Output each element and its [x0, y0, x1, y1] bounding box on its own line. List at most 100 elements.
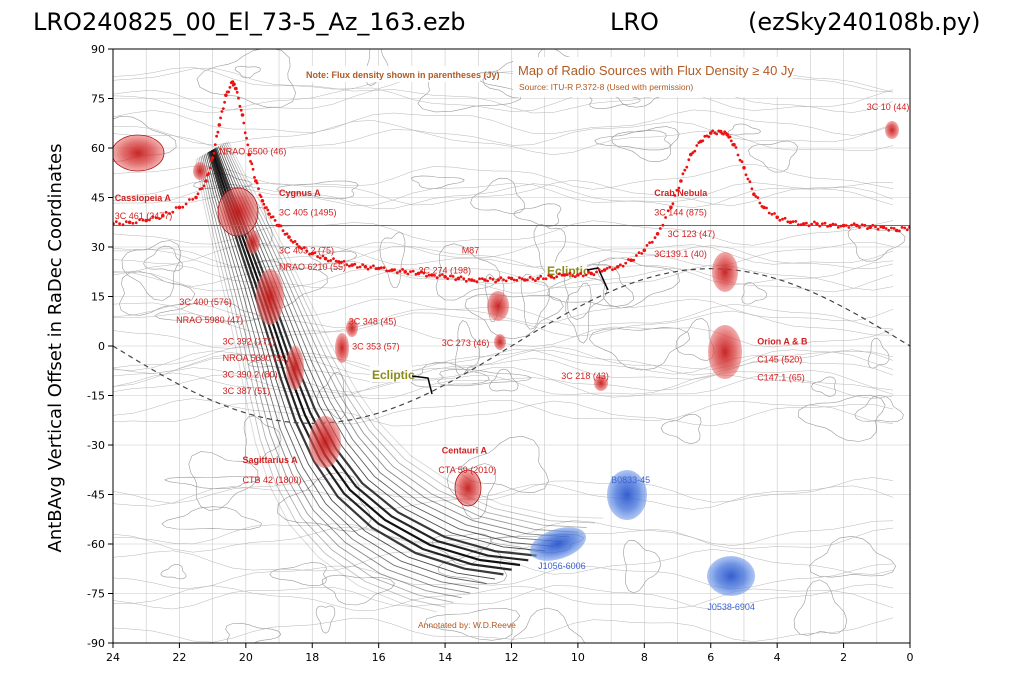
series-point-interp — [243, 131, 247, 135]
series-point-interp — [441, 273, 444, 276]
series-point-interp — [613, 267, 617, 270]
series-point-interp — [695, 144, 699, 147]
contour-loop — [143, 245, 183, 272]
series-point-interp — [451, 275, 455, 278]
data-series-points — [113, 80, 910, 284]
series-point-interp — [746, 177, 750, 181]
series-point-interp — [587, 270, 590, 274]
series-point — [204, 179, 208, 183]
contour-line — [113, 268, 894, 294]
flux-note: Note: Flux density shown in parentheses … — [306, 70, 500, 80]
series-point-interp — [494, 280, 497, 284]
source-label: NRAO 5980 (47) — [176, 315, 243, 325]
series-point-interp — [472, 279, 476, 283]
contour-loop — [234, 65, 262, 79]
series-point — [247, 152, 251, 157]
series-point — [224, 93, 228, 97]
series-point — [629, 258, 633, 263]
contour-line — [113, 357, 894, 383]
series-point-interp — [518, 276, 521, 280]
series-point — [127, 220, 132, 225]
series-point-interp — [863, 223, 867, 227]
series-point-interp — [871, 223, 875, 227]
series-point-interp — [462, 277, 466, 281]
series-point-interp — [526, 278, 529, 282]
series-point-interp — [783, 216, 787, 220]
series-point-interp — [435, 276, 439, 280]
series-point-interp — [334, 259, 338, 263]
series-point-interp — [890, 226, 893, 230]
series-point — [363, 265, 368, 269]
series-point-interp — [560, 273, 564, 277]
series-point-interp — [595, 270, 598, 274]
series-point-interp — [847, 226, 851, 229]
series-point-interp — [820, 222, 824, 226]
source-label: 3C 387 (51) — [223, 386, 271, 396]
x-tick-label: 4 — [774, 651, 781, 664]
series-point-interp — [637, 251, 641, 255]
series-point-interp — [184, 202, 188, 206]
series-point — [509, 276, 514, 281]
series-point-interp — [568, 271, 572, 275]
series-point-interp — [748, 180, 752, 184]
contour-loop — [854, 395, 904, 423]
radio-source-blobs — [113, 121, 899, 596]
series-point — [815, 222, 819, 226]
contour-loop — [565, 282, 592, 344]
series-point — [443, 274, 447, 279]
series-point-interp — [671, 202, 675, 206]
series-point-interp — [345, 263, 349, 267]
ecliptic-pointer-2 — [586, 267, 609, 291]
series-point-interp — [486, 279, 489, 283]
series-point — [240, 113, 245, 117]
plot-title-script: (ezSky240108b.py) — [748, 8, 981, 36]
series-point-interp — [675, 188, 679, 192]
series-point-interp — [600, 269, 604, 273]
series-point-interp — [515, 278, 519, 282]
series-point-interp — [411, 269, 415, 273]
series-point — [297, 245, 301, 249]
series-point-interp — [114, 220, 118, 224]
contour-line — [113, 398, 894, 425]
series-point — [602, 268, 607, 272]
series-point — [616, 265, 620, 269]
series-point-interp — [770, 212, 774, 216]
series-point-interp — [534, 279, 537, 282]
series-point-interp — [340, 260, 343, 264]
series-point-interp — [141, 218, 145, 222]
contour-loop — [611, 126, 680, 163]
contour-loop — [276, 180, 359, 200]
source-label: 3C 274 (198) — [419, 265, 472, 275]
series-point — [742, 166, 746, 170]
series-point — [549, 274, 554, 279]
series-point-interp — [520, 277, 524, 281]
series-point — [234, 86, 238, 91]
source-3c-392 — [286, 346, 304, 390]
series-point-interp — [266, 208, 270, 212]
series-point — [828, 223, 833, 228]
series-point — [855, 223, 859, 228]
series-point-interp — [281, 229, 285, 233]
x-tick-label: 12 — [505, 651, 519, 664]
series-point-interp — [221, 107, 225, 110]
source-label: CTA 59 (2010) — [438, 465, 496, 475]
contour-line — [113, 483, 894, 510]
series-point — [323, 256, 328, 261]
series-point-interp — [235, 90, 239, 94]
series-point-interp — [756, 196, 760, 200]
series-point-interp — [823, 221, 827, 225]
contour-line — [113, 260, 894, 287]
series-point-interp — [844, 224, 848, 227]
source-label: NRAO 6210 (55) — [279, 262, 346, 272]
series-point-interp — [648, 241, 651, 245]
source-label: 3C 348 (45) — [349, 317, 397, 327]
contour-line — [113, 129, 894, 155]
series-point-interp — [257, 187, 260, 191]
contour-line — [113, 120, 894, 146]
series-point-interp — [903, 226, 907, 230]
series-point — [144, 218, 148, 223]
series-point — [589, 271, 593, 276]
x-tick-label: 24 — [106, 651, 120, 664]
series-point-interp — [238, 104, 242, 108]
series-point-interp — [547, 274, 551, 277]
